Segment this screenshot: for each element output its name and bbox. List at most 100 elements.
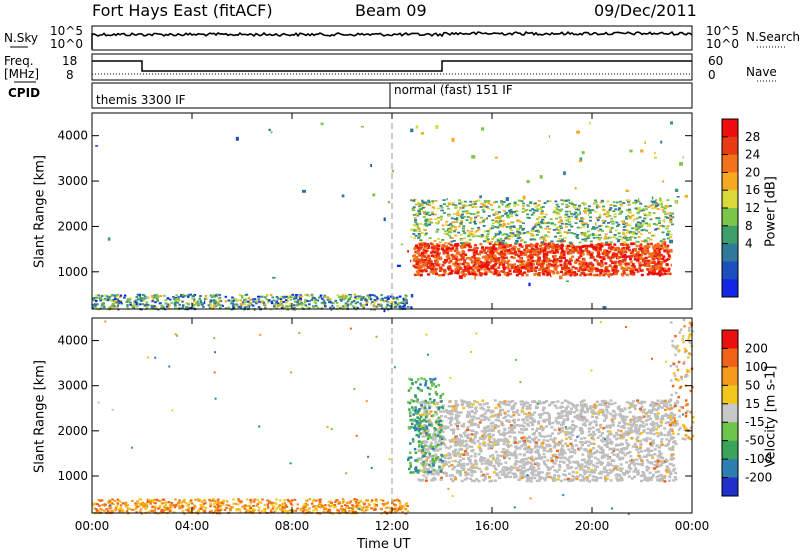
power-cell <box>487 255 491 258</box>
power-cell <box>498 242 502 246</box>
velocity-cell <box>424 401 428 405</box>
power-cell <box>596 236 600 239</box>
velocity-cell <box>663 433 667 437</box>
power-cell <box>326 298 330 301</box>
power-cell <box>579 226 583 229</box>
power-cell <box>611 268 615 272</box>
power-cell <box>187 307 191 309</box>
velocity-cell <box>642 474 646 477</box>
power-cell <box>451 257 455 260</box>
power-cell <box>283 306 286 309</box>
power-cell <box>601 219 605 222</box>
power-cell <box>499 250 503 253</box>
power-cell <box>417 253 421 256</box>
velocity-cell <box>501 466 505 469</box>
power-cell <box>595 269 599 273</box>
power-cell <box>560 251 564 255</box>
power-cell <box>497 271 501 274</box>
power-cell <box>627 266 631 270</box>
power-cell <box>276 304 279 307</box>
power-cell <box>426 262 430 265</box>
power-cell <box>433 255 436 259</box>
power-cell <box>443 269 447 272</box>
power-cell <box>522 266 526 270</box>
velocity-cell <box>553 474 557 477</box>
power-cell <box>450 217 454 220</box>
velocity-cell <box>617 478 621 482</box>
power-cell <box>393 303 396 306</box>
power-cell <box>612 204 616 207</box>
velocity-cell <box>450 410 454 413</box>
velocity-cell <box>543 446 547 450</box>
power-cell <box>457 213 461 215</box>
velocity-cell <box>636 473 640 476</box>
power-cell <box>529 245 533 248</box>
power-cell <box>581 222 585 225</box>
power-cell <box>419 273 423 277</box>
power-cell <box>282 301 285 303</box>
velocity-cell <box>522 428 526 431</box>
velocity-cell <box>524 446 528 449</box>
power-cell <box>608 275 611 278</box>
power-cell <box>580 220 584 223</box>
power-cell <box>533 253 537 256</box>
velocity-cell <box>530 449 534 452</box>
velocity-cell <box>450 428 453 432</box>
velocity-cell <box>519 461 523 464</box>
power-cell <box>383 308 386 313</box>
power-cell <box>666 232 670 235</box>
power-cell <box>201 303 204 306</box>
power-cell <box>573 271 577 274</box>
velocity-cell <box>523 412 527 415</box>
velocity-cell <box>429 410 433 413</box>
power-cell <box>553 209 557 212</box>
velocity-cell <box>650 423 654 427</box>
velocity-cell <box>545 400 549 403</box>
power-cell <box>448 234 452 237</box>
power-cell <box>607 270 611 273</box>
power-cell <box>451 245 455 248</box>
velocity-cell <box>433 438 437 441</box>
power-cell <box>508 269 512 272</box>
velocity-cell <box>587 457 591 460</box>
power-cell <box>371 294 375 297</box>
power-cell <box>270 302 274 305</box>
power-cell <box>144 297 146 300</box>
power-cell <box>594 243 598 247</box>
velocity-cell <box>596 458 600 461</box>
power-cell <box>328 297 331 300</box>
power-cell <box>546 235 550 238</box>
velocity-cell <box>629 420 633 423</box>
power-cell <box>414 234 418 237</box>
power-cell <box>605 237 609 240</box>
power-cell <box>340 299 343 302</box>
power-cell <box>524 253 528 257</box>
velocity-cell <box>613 414 617 418</box>
power-cell <box>611 261 615 265</box>
power-cell <box>575 214 579 217</box>
power-cell <box>629 216 633 218</box>
power-cell <box>537 258 541 262</box>
power-cell <box>630 267 634 271</box>
power-cell <box>469 245 473 248</box>
velocity-cell <box>462 462 466 465</box>
velocity-cell <box>578 473 582 477</box>
velocity-cell <box>610 418 614 421</box>
power-cell <box>515 253 519 256</box>
power-cell <box>424 251 428 255</box>
power-cell <box>431 263 434 266</box>
power-cell <box>636 270 640 273</box>
power-cell <box>470 270 474 274</box>
power-cell <box>534 269 538 272</box>
velocity-cell <box>642 408 646 411</box>
velocity-cell <box>492 438 496 441</box>
velocity-cell <box>543 477 547 481</box>
power-cell <box>255 300 258 303</box>
velocity-cell <box>610 442 614 445</box>
power-cell <box>648 232 651 234</box>
power-cell <box>438 241 442 244</box>
power-cell <box>632 271 636 275</box>
power-cell <box>570 232 574 234</box>
velocity-cell <box>652 425 656 428</box>
power-cell <box>529 202 533 204</box>
